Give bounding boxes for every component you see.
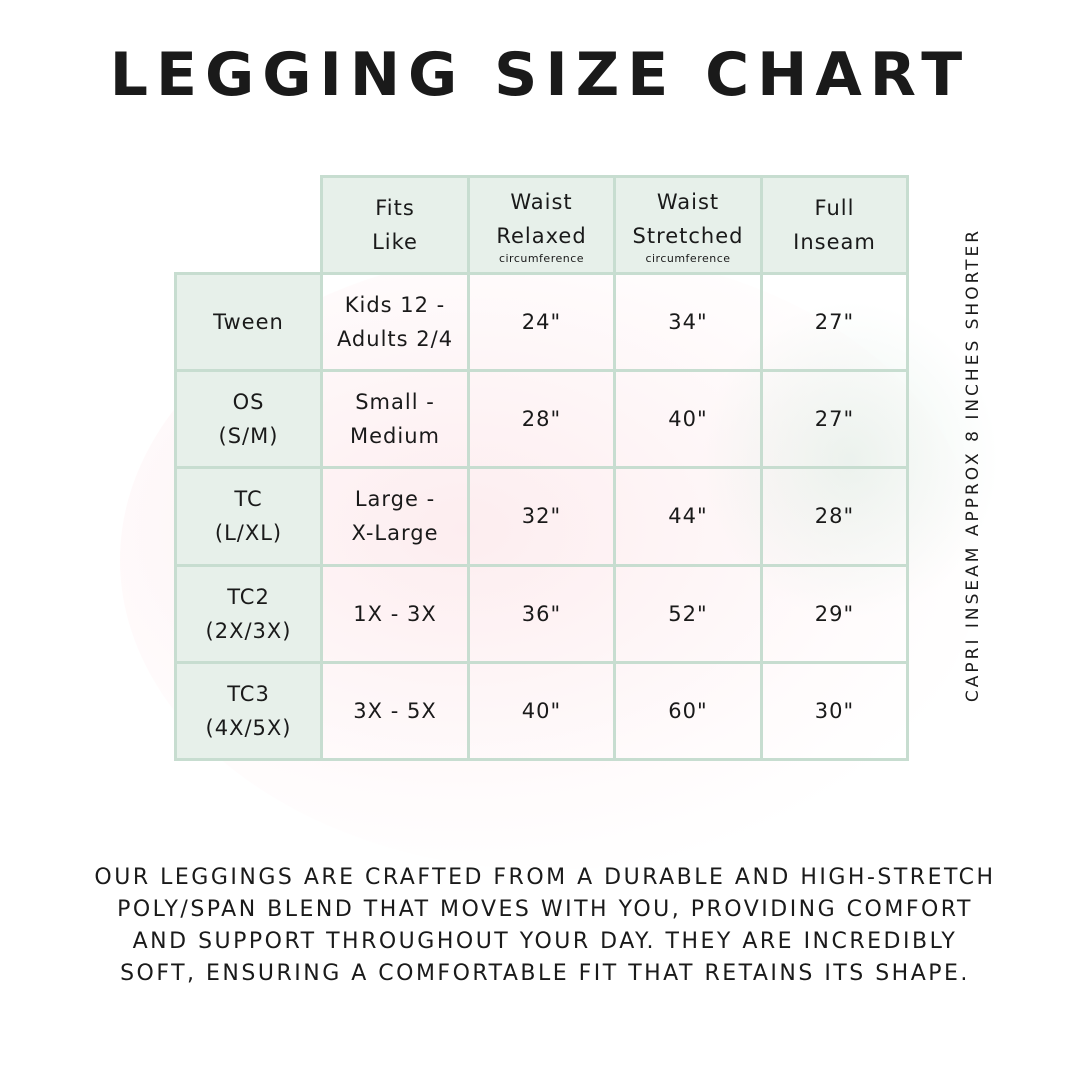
fits-like-cell: Large - X-Large <box>320 466 470 567</box>
cell-text: 1X - 3X <box>353 601 437 626</box>
description-line: Our leggings are crafted from a durable … <box>94 865 996 890</box>
cell-text: 60" <box>668 698 708 723</box>
cell-text: 30" <box>814 698 855 723</box>
waist-relaxed-cell: 32" <box>467 466 616 567</box>
fits-like-cell: 1X - 3X <box>320 563 470 664</box>
waist-stretched-cell: 34" <box>613 272 763 373</box>
waist-stretched-cell: 40" <box>613 369 763 470</box>
cell-text: 28" <box>814 504 855 529</box>
cell-text: 40" <box>521 698 562 723</box>
row-header-size: Tween <box>174 272 323 373</box>
cell-text: Kids 12 - <box>344 293 446 318</box>
column-header: Waist Stretched circumference <box>613 175 763 275</box>
cell-text: 34" <box>668 310 708 335</box>
fits-like-cell: 3X - 5X <box>320 660 470 761</box>
cell-text: Tween <box>213 310 284 335</box>
description-line: and support throughout your day. They ar… <box>132 929 958 954</box>
column-header: Waist Relaxed circumference <box>467 175 616 275</box>
cactus-background-illustration <box>700 300 1000 620</box>
cell-text: OS <box>232 390 265 415</box>
cell-text: Fits <box>375 196 415 220</box>
row-header-size: TC3 (4X/5X) <box>174 660 323 761</box>
fits-like-cell: Kids 12 - Adults 2/4 <box>320 272 470 373</box>
waist-relaxed-cell: 24" <box>467 272 616 373</box>
description-line: poly/span blend that moves with you, pro… <box>117 897 973 922</box>
cell-text: 52" <box>668 601 708 626</box>
cell-text: 3X - 5X <box>353 698 437 723</box>
cell-text: 36" <box>521 601 562 626</box>
fits-like-cell: Small - Medium <box>320 369 470 470</box>
full-inseam-cell: 27" <box>760 369 909 470</box>
waist-stretched-cell: 52" <box>613 563 763 664</box>
column-header: Full Inseam <box>760 175 909 275</box>
cell-text: TC3 <box>227 681 270 706</box>
cell-text: Stretched <box>632 224 744 248</box>
full-inseam-cell: 28" <box>760 466 909 567</box>
cell-text: Full <box>814 196 855 220</box>
capri-inseam-note: CAPRI INSEAM APPROX 8 INCHES SHORTER <box>963 227 983 703</box>
cell-text: Small - <box>355 390 435 415</box>
cell-text: 29" <box>814 601 855 626</box>
cell-text: (S/M) <box>218 424 279 449</box>
cell-text: Inseam <box>793 230 876 254</box>
header-subtitle: circumference <box>645 252 731 265</box>
cell-text: (2X/3X) <box>205 618 292 643</box>
cell-text: X-Large <box>351 521 439 546</box>
full-inseam-cell: 27" <box>760 272 909 373</box>
row-header-size: TC2 (2X/3X) <box>174 563 323 664</box>
row-header-size: TC (L/XL) <box>174 466 323 567</box>
cell-text: Relaxed <box>496 224 587 248</box>
page-title: LEGGING SIZE CHART <box>109 40 971 110</box>
cell-text: Medium <box>350 424 440 449</box>
waist-relaxed-cell: 36" <box>467 563 616 664</box>
cell-text: Large - <box>354 487 436 512</box>
cell-text: (4X/5X) <box>205 715 292 740</box>
cell-text: TC <box>234 487 263 512</box>
full-inseam-cell: 30" <box>760 660 909 761</box>
waist-relaxed-cell: 40" <box>467 660 616 761</box>
cell-text: 32" <box>521 504 562 529</box>
cell-text: (L/XL) <box>214 521 283 546</box>
header-subtitle: circumference <box>498 252 585 265</box>
waist-stretched-cell: 44" <box>613 466 763 567</box>
cell-text: Adults 2/4 <box>336 327 454 352</box>
cell-text: Like <box>372 230 418 254</box>
cell-text: Waist <box>656 190 720 214</box>
cell-text: 44" <box>668 504 708 529</box>
cell-text: 27" <box>814 310 855 335</box>
cell-text: TC2 <box>227 584 270 609</box>
cell-text: 27" <box>814 407 855 432</box>
cell-text: 28" <box>521 407 562 432</box>
full-inseam-cell: 29" <box>760 563 909 664</box>
cell-text: Waist <box>510 190 573 214</box>
description-line: soft, ensuring a comfortable fit that re… <box>120 961 970 986</box>
column-header: Fits Like <box>320 175 470 275</box>
waist-relaxed-cell: 28" <box>467 369 616 470</box>
cell-text: 24" <box>521 310 562 335</box>
waist-stretched-cell: 60" <box>613 660 763 761</box>
cell-text: 40" <box>668 407 708 432</box>
row-header-size: OS (S/M) <box>174 369 323 470</box>
description: Our leggings are crafted from a durable … <box>0 862 1080 990</box>
